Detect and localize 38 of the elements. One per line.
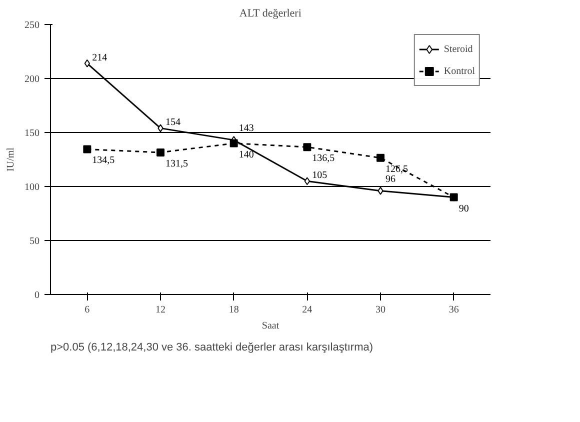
data-label: 154 <box>166 117 180 128</box>
point <box>376 154 384 162</box>
data-label: 96 <box>386 174 396 185</box>
data-label: 214 <box>92 52 108 64</box>
y-tick-label: 50 <box>30 236 40 247</box>
x-tick-label: 36 <box>448 304 459 316</box>
y-tick-label: 150 <box>24 128 40 139</box>
x-tick-label: 30 <box>376 304 386 316</box>
x-axis-title: Saat <box>262 320 280 332</box>
data-label: 126,5 <box>386 164 408 175</box>
data-label: 131,5 <box>166 158 188 170</box>
y-axis-title: IU/ml <box>6 147 16 172</box>
point <box>230 139 238 148</box>
data-label: 143 <box>238 123 254 134</box>
x-tick-label: 6 <box>84 304 90 316</box>
point <box>83 145 92 154</box>
text: p>0.05 (6,12,18,24,30 ve 36. saatteki değerler arası karşılaştırma) <box>50 342 374 354</box>
point <box>304 177 310 186</box>
y-tick-label: 0 <box>34 290 40 301</box>
data-label: 90 <box>458 203 469 214</box>
y-tick-label: 100 <box>24 182 40 193</box>
chart-title: ALT değerleri <box>239 8 302 20</box>
y-tick-label: 200 <box>24 74 40 85</box>
data-label: 134,5 <box>92 155 115 166</box>
data-label: 136,5 <box>312 153 335 164</box>
y-tick-label: 250 <box>24 20 40 31</box>
legend-label: Steroid <box>444 44 473 54</box>
point <box>158 124 164 132</box>
x-tick-label: 12 <box>156 304 166 316</box>
data-label: 105 <box>312 170 328 182</box>
point <box>378 186 384 195</box>
x-tick-label: 24 <box>302 304 312 316</box>
point <box>156 148 164 156</box>
point <box>84 59 90 68</box>
x-tick-label: 18 <box>228 304 239 316</box>
data-label: 140 <box>238 149 254 160</box>
legend-label: Kontrol <box>444 66 475 76</box>
point <box>303 143 312 152</box>
